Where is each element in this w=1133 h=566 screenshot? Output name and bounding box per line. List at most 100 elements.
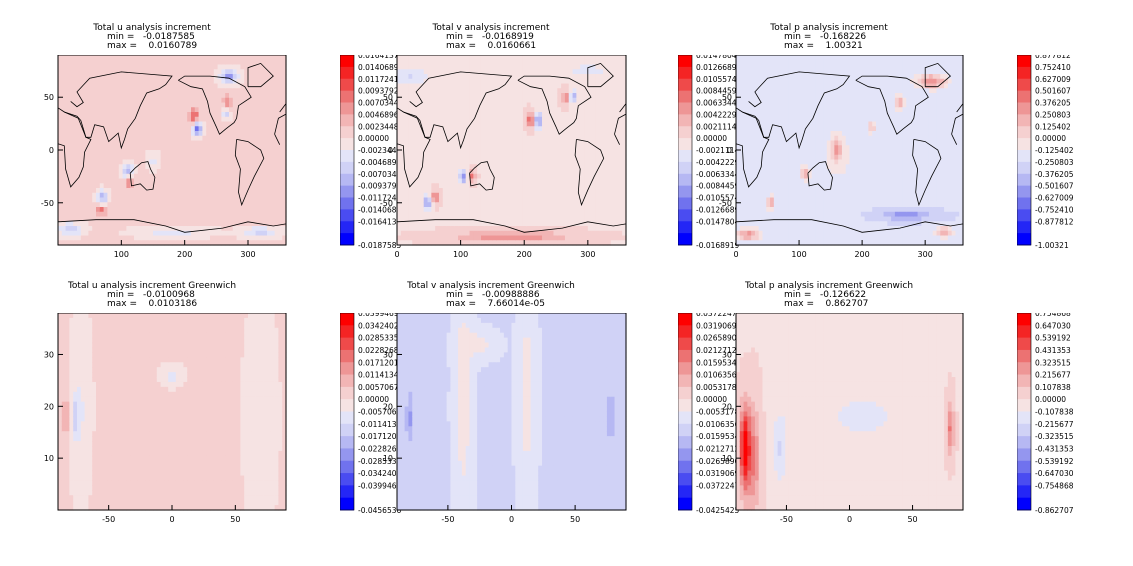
field-cell bbox=[465, 154, 471, 161]
field-cell bbox=[156, 59, 162, 66]
field-cell bbox=[461, 88, 467, 94]
field-cell bbox=[503, 192, 509, 199]
field-cell bbox=[88, 83, 93, 89]
field-cell bbox=[736, 126, 741, 132]
field-cell bbox=[431, 131, 436, 137]
field-cell bbox=[412, 197, 417, 203]
field-cell bbox=[622, 88, 627, 94]
field-cell bbox=[564, 55, 570, 61]
field-cell bbox=[469, 78, 474, 85]
field-cell bbox=[477, 207, 482, 213]
field-cell bbox=[614, 116, 619, 123]
field-cell bbox=[187, 154, 192, 161]
field-cell bbox=[160, 59, 165, 66]
field-cell bbox=[149, 178, 154, 184]
field-cell bbox=[622, 74, 627, 80]
field-cell bbox=[534, 55, 539, 61]
field-cell bbox=[503, 178, 509, 184]
field-cell bbox=[122, 226, 127, 232]
field-cell bbox=[251, 140, 257, 146]
field-cell bbox=[168, 159, 173, 165]
field-cell bbox=[568, 107, 574, 113]
field-cell bbox=[576, 145, 581, 151]
field-cell bbox=[225, 55, 230, 61]
field-cell bbox=[496, 140, 501, 146]
field-cell bbox=[438, 145, 444, 151]
field-cell bbox=[603, 150, 608, 156]
field-cell bbox=[500, 74, 505, 80]
field-cell bbox=[134, 131, 139, 137]
field-cell bbox=[58, 102, 63, 108]
field-cell bbox=[511, 107, 516, 113]
field-cell bbox=[122, 59, 127, 66]
field-cell bbox=[164, 97, 169, 104]
field-cell bbox=[538, 216, 543, 222]
field-cell bbox=[99, 126, 105, 132]
field-cell bbox=[251, 131, 257, 137]
field-cell bbox=[503, 131, 509, 137]
field-cell bbox=[213, 116, 219, 123]
field-cell bbox=[92, 102, 97, 108]
field-cell bbox=[465, 102, 471, 108]
colorbar-label: 0.00468964 bbox=[358, 110, 404, 119]
field-cell bbox=[58, 69, 63, 75]
field-cell bbox=[515, 169, 520, 175]
field-cell bbox=[88, 178, 93, 184]
field-cell bbox=[99, 102, 105, 108]
field-cell bbox=[278, 150, 283, 156]
field-cell bbox=[278, 183, 283, 189]
field-cell bbox=[572, 93, 577, 99]
field-cell bbox=[206, 202, 211, 208]
field-cell bbox=[69, 140, 74, 146]
field-cell bbox=[461, 64, 467, 70]
field-cell bbox=[400, 140, 406, 146]
field-cell bbox=[522, 197, 528, 203]
max-label: max = bbox=[446, 41, 488, 51]
field-cell bbox=[400, 59, 406, 66]
field-cell bbox=[603, 240, 608, 246]
field-cell bbox=[122, 240, 127, 246]
field-cell bbox=[599, 226, 604, 232]
field-cell bbox=[274, 131, 279, 137]
field-cell bbox=[65, 216, 70, 222]
field-cell bbox=[454, 69, 459, 75]
field-cell bbox=[416, 116, 421, 123]
field-cell bbox=[96, 102, 101, 108]
field-cell bbox=[484, 55, 490, 61]
field-cell bbox=[84, 221, 89, 227]
colorbar-label: 0.0164137 bbox=[358, 55, 399, 60]
field-cell bbox=[500, 192, 505, 199]
field-cell bbox=[130, 240, 135, 246]
x-tick-label: 0 bbox=[394, 250, 399, 259]
field-cell bbox=[107, 240, 112, 246]
field-cell bbox=[561, 173, 566, 180]
field-cell bbox=[400, 169, 406, 175]
field-cell bbox=[522, 235, 528, 241]
field-cell bbox=[145, 159, 150, 165]
field-cell bbox=[282, 202, 287, 208]
field-cell bbox=[603, 78, 608, 85]
field-cell bbox=[507, 150, 513, 156]
colorbar-label: -0.0168919 bbox=[696, 241, 739, 250]
field-cell bbox=[202, 154, 207, 161]
field-cell bbox=[610, 102, 616, 108]
field-cell bbox=[534, 102, 539, 108]
field-cell bbox=[530, 226, 535, 232]
field-cell bbox=[274, 126, 279, 132]
field-cell bbox=[80, 59, 86, 66]
field-cell bbox=[244, 140, 249, 146]
field-cell bbox=[576, 192, 581, 199]
field-cell bbox=[404, 59, 410, 66]
field-cell bbox=[423, 226, 429, 232]
field-cell bbox=[179, 173, 184, 180]
field-cell bbox=[492, 83, 497, 89]
field-cell bbox=[118, 188, 124, 194]
field-cell bbox=[416, 207, 421, 213]
field-cell bbox=[278, 126, 283, 132]
field-cell bbox=[149, 135, 154, 142]
field-cell bbox=[473, 102, 478, 108]
field-cell bbox=[145, 97, 150, 104]
field-cell bbox=[438, 140, 444, 146]
field-cell bbox=[282, 131, 287, 137]
field-cell bbox=[538, 221, 543, 227]
